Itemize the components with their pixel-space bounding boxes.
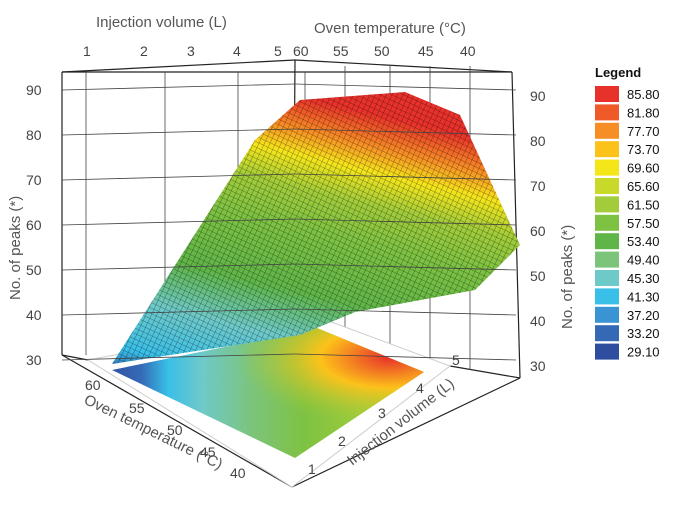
legend-swatch (595, 288, 619, 305)
legend-label: 53.40 (627, 234, 660, 249)
injection-tick-bottom: 3 (378, 405, 386, 421)
injection-tick-bottom: 5 (452, 352, 460, 368)
oven-tick-top: 55 (333, 43, 349, 59)
top-injection-label: Injection volume (L) (96, 14, 227, 31)
z-grid-line (294, 218, 517, 226)
z-grid-line (294, 308, 517, 316)
frame-line (449, 365, 521, 379)
legend-swatch (595, 343, 619, 360)
legend: 85.80 81.80 77.70 73.70 69.60 65.60 61.50 57.50… (595, 86, 660, 360)
injection-tick-bottom: 2 (338, 433, 346, 449)
z-tick-left: 80 (26, 127, 42, 143)
oven-tick-bottom: 50 (167, 422, 183, 438)
z-tick-right: 50 (530, 268, 546, 284)
oven-tick-top: 50 (374, 43, 390, 59)
oven-tick-bottom: 60 (85, 377, 101, 393)
z-tick-left: 30 (26, 352, 42, 368)
legend-swatch (595, 104, 619, 121)
legend-swatch (595, 214, 619, 231)
z-tick-left: 90 (26, 82, 42, 98)
legend-swatch (595, 306, 619, 323)
z-tick-right: 30 (530, 358, 546, 374)
legend-label: 77.70 (627, 124, 660, 139)
legend-swatch (595, 233, 619, 250)
z-grid-line (294, 83, 517, 91)
z-tick-right: 60 (530, 223, 546, 239)
injection-tick-bottom: 1 (308, 461, 316, 477)
z-axis-label-left: No. of peaks (*) (7, 196, 24, 300)
frame-line (61, 354, 293, 488)
z-grid-line (61, 263, 296, 271)
legend-swatch (595, 325, 619, 342)
z-tick-left: 40 (26, 307, 42, 323)
legend-label: 49.40 (627, 253, 660, 268)
legend-label: 61.50 (627, 197, 660, 212)
frame-line (294, 59, 513, 73)
injection-tick-top: 4 (233, 43, 241, 59)
z-tick-right: 70 (530, 178, 546, 194)
injection-tick-top: 3 (187, 43, 195, 59)
z-axis-label-right: No. of peaks (*) (559, 225, 576, 329)
oven-tick-bottom: 40 (230, 465, 246, 481)
z-grid-line (61, 83, 296, 91)
top-oven-label: Oven temperature (°C) (314, 20, 466, 37)
legend-label: 45.30 (627, 271, 660, 286)
legend-swatch (595, 251, 619, 268)
legend-label: 85.80 (627, 87, 660, 102)
oven-tick-top: 45 (418, 43, 434, 59)
legend-swatch (595, 196, 619, 213)
z-tick-left: 60 (26, 217, 42, 233)
oven-tick-top: 40 (460, 43, 476, 59)
z-tick-right: 40 (530, 313, 546, 329)
legend-label: 73.70 (627, 142, 660, 157)
legend-label: 69.60 (627, 161, 660, 176)
legend-label: 29.10 (627, 345, 660, 360)
oven-tick-bottom: 45 (200, 444, 216, 460)
injection-tick-bottom: 4 (416, 380, 424, 396)
z-grid-line (61, 308, 296, 316)
legend-swatch (595, 270, 619, 286)
legend-label: 81.80 (627, 105, 660, 120)
z-tick-right: 80 (530, 133, 546, 149)
legend-label: 57.50 (627, 216, 660, 231)
legend-swatch (595, 178, 619, 194)
legend-swatch (595, 122, 619, 139)
z-grid-line (61, 218, 296, 226)
oven-tick-bottom: 55 (129, 400, 145, 416)
legend-label: 33.20 (627, 326, 660, 341)
frame-line (291, 377, 521, 488)
legend-title: Legend (595, 65, 641, 80)
oven-tick-top: 60 (293, 43, 309, 59)
z-grid-line (294, 263, 517, 271)
z-grid-line (294, 128, 517, 136)
z-grid-line (61, 353, 296, 361)
frame-line (61, 59, 296, 73)
z-tick-left: 70 (26, 172, 42, 188)
z-tick-right: 90 (530, 88, 546, 104)
legend-swatch (595, 141, 619, 158)
injection-tick-top: 2 (140, 43, 148, 59)
legend-swatch (595, 86, 619, 102)
legend-swatch (595, 159, 619, 176)
z-tick-left: 50 (26, 262, 42, 278)
legend-label: 65.60 (627, 179, 660, 194)
injection-tick-top: 1 (83, 43, 91, 59)
legend-label: 37.20 (627, 308, 660, 323)
z-grid-line (294, 173, 517, 181)
injection-tick-top: 5 (274, 43, 282, 59)
legend-label: 41.30 (627, 289, 660, 304)
z-grid-line (61, 173, 296, 181)
z-grid-line (294, 353, 517, 361)
z-grid-line (61, 128, 296, 136)
